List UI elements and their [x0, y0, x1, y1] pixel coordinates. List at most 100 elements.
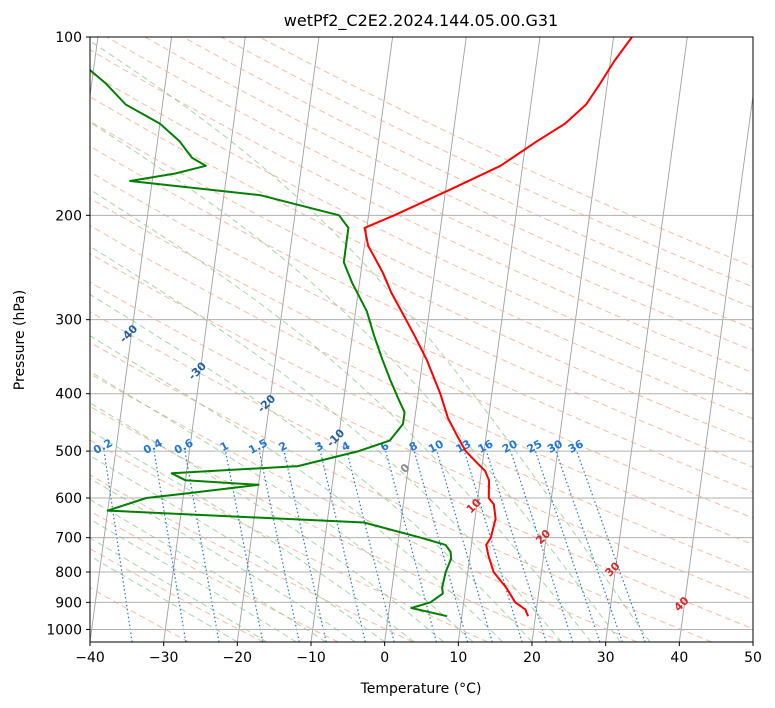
sounding-profiles: [90, 37, 633, 618]
isotherm-line: [678, 92, 753, 642]
mixing-ratio-line: [436, 450, 493, 642]
mixing-ratio-line: [224, 450, 264, 642]
moist-adiabat-line: [90, 121, 621, 642]
x-tick-label: 0: [380, 650, 389, 666]
dry-adiabat-line: [90, 405, 563, 642]
y-axis-label: Pressure (hPa): [12, 290, 28, 390]
mixing-ratio-label: 10: [426, 437, 446, 456]
isotherm-line: [752, 638, 753, 642]
mixing-ratio-line: [319, 450, 366, 642]
dry-adiabat-line: [90, 197, 753, 519]
dry-adiabat-line: [182, 37, 753, 309]
mixing-ratio-label: 25: [525, 437, 545, 456]
dry-adiabat-line: [90, 72, 753, 397]
isotherm-line: [90, 37, 99, 100]
dry-adiabat-line: [90, 96, 753, 420]
x-tick-label: 20: [523, 650, 541, 666]
moist-adiabat-line: [90, 518, 297, 642]
dry-adiabat-line: [90, 510, 339, 642]
x-tick-label: 50: [744, 650, 762, 666]
y-tick-label: 700: [55, 531, 82, 547]
x-tick-label: −20: [223, 650, 253, 666]
x-tick-label: 10: [449, 650, 467, 666]
x-tick-label: −30: [149, 650, 179, 666]
x-tick-label: −40: [75, 650, 105, 666]
y-tick-label: 100: [55, 30, 82, 46]
x-tick-label: 40: [670, 650, 688, 666]
mixing-ratio-line: [576, 450, 646, 642]
background-lines: [90, 37, 753, 642]
isotherm-label: -40: [117, 322, 140, 345]
mixing-ratio-line: [413, 450, 469, 642]
mixing-ratio-line: [555, 450, 623, 642]
mixing-ratio-line: [385, 450, 438, 642]
mixing-ratio-label: 36: [566, 437, 586, 456]
y-tick-label: 900: [55, 595, 82, 611]
mixing-ratio-label: 16: [476, 437, 496, 456]
dry-adiabat-line: [90, 252, 753, 573]
isotherm-line: [163, 37, 246, 642]
dry-adiabat-line: [90, 548, 264, 642]
mixing-ratio-label: 0.4: [141, 436, 165, 457]
mixing-ratio-label: 2: [277, 439, 290, 454]
dewpoint-profile-line: [90, 68, 453, 618]
dry-adiabat-line: [90, 373, 638, 642]
mixing-ratio-label: 0.6: [172, 436, 196, 457]
dry-adiabat-line: [144, 37, 753, 330]
mixing-ratio-label: 1.5: [246, 436, 269, 457]
y-axis-ticks: 100 200 300 400 500 600 700 800 900 1000: [46, 30, 90, 638]
mixing-ratio-label: 1: [218, 439, 231, 454]
mixing-ratio-line: [463, 450, 523, 642]
moist-adiabat-line: [90, 498, 326, 642]
mixing-ratio-label: 20: [500, 437, 520, 456]
moist-adiabat-line: [90, 189, 592, 642]
chart-title: wetPf2_C2E2.2024.144.05.00.G31: [284, 11, 558, 31]
isotherm-line: [384, 37, 467, 642]
mixing-ratio-label: 0.2: [91, 436, 114, 457]
x-axis-label: Temperature (°C): [360, 681, 482, 697]
y-tick-label: 800: [55, 565, 82, 581]
mixing-ratio-labels: 0.1 0.2 0.4 0.6 1 1.5 2 3 4 6 8 10 13 16 20 25 30 36: [91, 436, 586, 457]
dry-adiabat-line: [90, 224, 753, 546]
isotherm-label: -60: [0, 234, 5, 257]
mixing-ratio-line: [153, 451, 187, 642]
moist-adiabat-line: [90, 455, 385, 642]
moist-adiabat-line: [90, 477, 356, 642]
isotherm-label: -50: [49, 283, 72, 306]
dry-adiabat-line: [90, 49, 753, 374]
isotherm-label: -20: [255, 392, 278, 415]
mixing-ratio-line: [485, 450, 547, 642]
isotherm-line: [90, 37, 173, 642]
dry-adiabat-line: [90, 171, 753, 493]
x-axis-ticks: −40 −30 −20 −10 0 10 20 30 40 50: [75, 642, 762, 666]
plot-frame: [89, 36, 754, 643]
dry-adiabat-line: [90, 281, 753, 601]
mixing-ratio-line: [346, 450, 395, 642]
y-tick-label: 300: [55, 313, 82, 329]
moist-adiabat-line: [90, 335, 503, 642]
moist-adiabat-line: [90, 537, 268, 642]
dry-adiabat-line: [90, 311, 753, 630]
moist-adiabat-line: [90, 555, 238, 642]
mixing-ratio-label: 30: [545, 437, 565, 456]
isotherm-line: [531, 37, 615, 642]
mixing-ratio-line: [258, 450, 300, 642]
x-tick-label: −10: [296, 650, 326, 666]
isotherm-label: 30: [603, 559, 623, 579]
y-tick-label: 400: [55, 387, 82, 403]
x-tick-label: 30: [597, 650, 615, 666]
dry-adiabat-line: [90, 120, 753, 444]
mixing-ratio-line: [103, 451, 133, 642]
dry-adiabat-line: [106, 37, 753, 352]
mixing-ratio-line: [534, 450, 601, 642]
y-tick-label: 1000: [46, 622, 82, 638]
dry-adiabat-line: [221, 37, 753, 288]
dry-adiabat-line: [90, 439, 488, 642]
y-tick-label: 200: [55, 208, 82, 224]
mixing-ratio-line: [283, 450, 327, 642]
moist-adiabat-line: [90, 370, 474, 642]
y-tick-label: 600: [55, 491, 82, 507]
isotherm-label: 0: [398, 461, 413, 476]
dry-adiabat-line: [90, 341, 712, 642]
